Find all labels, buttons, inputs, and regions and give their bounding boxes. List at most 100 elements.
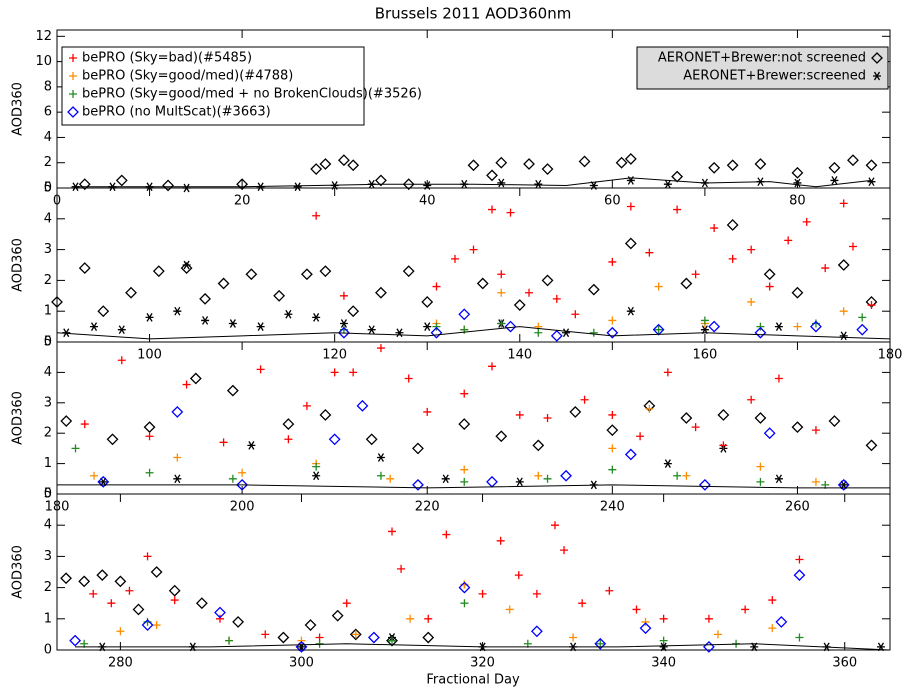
data-point bbox=[594, 637, 607, 650]
data-point bbox=[811, 477, 820, 486]
data-point bbox=[458, 418, 471, 430]
data-point bbox=[763, 427, 776, 440]
data-point bbox=[578, 599, 587, 608]
data-point bbox=[496, 536, 505, 545]
data-point bbox=[117, 325, 126, 335]
data-point bbox=[351, 630, 360, 639]
y-tick-label: 2 bbox=[44, 426, 52, 441]
data-point bbox=[284, 435, 293, 444]
data-point bbox=[145, 432, 154, 441]
data-point bbox=[562, 328, 571, 338]
data-point bbox=[830, 176, 839, 185]
data-point bbox=[277, 631, 290, 644]
data-point bbox=[839, 331, 848, 341]
data-point bbox=[774, 474, 783, 484]
data-point bbox=[791, 421, 804, 434]
data-point bbox=[654, 282, 663, 291]
data-point bbox=[273, 289, 286, 302]
y-tick-label: 2 bbox=[44, 580, 52, 595]
data-point bbox=[682, 471, 691, 480]
y-axis-title: AOD360 bbox=[11, 82, 26, 136]
y-tick-label: 0 bbox=[44, 335, 52, 350]
data-point bbox=[430, 326, 443, 339]
data-point bbox=[639, 622, 652, 635]
x-tick-label: 300 bbox=[289, 656, 314, 671]
data-point bbox=[828, 415, 841, 427]
data-point bbox=[402, 265, 415, 278]
legend-box bbox=[636, 46, 889, 90]
data-point bbox=[342, 599, 351, 608]
data-point bbox=[338, 154, 350, 167]
data-point bbox=[162, 179, 174, 192]
data-point bbox=[421, 296, 434, 308]
data-point bbox=[663, 368, 672, 377]
data-point bbox=[173, 474, 182, 484]
data-line bbox=[75, 643, 891, 651]
data-point bbox=[791, 166, 804, 179]
data-point bbox=[312, 471, 321, 481]
data-point bbox=[170, 596, 179, 605]
data-point bbox=[319, 158, 332, 170]
data-point bbox=[793, 569, 806, 582]
data-point bbox=[673, 205, 682, 214]
data-point bbox=[297, 636, 306, 645]
y-tick-label: 0 bbox=[44, 487, 52, 502]
data-point bbox=[608, 257, 617, 266]
data-point bbox=[641, 617, 650, 626]
data-point bbox=[367, 325, 376, 335]
data-point bbox=[232, 616, 245, 628]
y-tick-label: 5 bbox=[44, 487, 52, 502]
data-point bbox=[339, 291, 348, 300]
data-point bbox=[478, 589, 487, 598]
data-point bbox=[132, 603, 145, 616]
data-point bbox=[199, 292, 212, 305]
data-point bbox=[497, 270, 506, 279]
data-point bbox=[282, 418, 295, 430]
data-point bbox=[406, 614, 415, 623]
data-point bbox=[645, 248, 654, 257]
data-point bbox=[423, 407, 432, 416]
data-point bbox=[848, 242, 857, 251]
data-point bbox=[541, 274, 554, 287]
y-axis-title: AOD360 bbox=[11, 238, 26, 292]
data-point bbox=[756, 322, 765, 331]
data-point bbox=[114, 575, 127, 588]
x-tick-label: 80 bbox=[789, 194, 806, 209]
data-point bbox=[115, 174, 128, 187]
data-point bbox=[795, 633, 804, 642]
y-tick-label: 6 bbox=[44, 105, 52, 120]
data-point bbox=[214, 606, 226, 619]
data-point bbox=[775, 616, 788, 628]
data-point bbox=[60, 415, 73, 427]
data-line bbox=[75, 177, 872, 188]
data-point bbox=[606, 326, 619, 339]
data-point bbox=[624, 153, 637, 165]
data-point bbox=[458, 308, 471, 321]
data-point bbox=[78, 178, 91, 191]
data-point bbox=[145, 468, 154, 477]
data-point bbox=[388, 636, 397, 645]
data-point bbox=[671, 170, 684, 183]
data-point bbox=[837, 259, 850, 271]
data-point bbox=[284, 309, 293, 319]
data-point bbox=[107, 599, 116, 608]
data-point bbox=[90, 322, 99, 331]
data-point bbox=[615, 156, 628, 169]
data-point bbox=[236, 478, 249, 491]
legend-label: AERONET+Brewer:screened bbox=[683, 69, 866, 84]
data-point bbox=[442, 530, 451, 539]
data-point bbox=[60, 572, 72, 585]
y-tick-label: 4 bbox=[44, 211, 52, 226]
data-point bbox=[756, 462, 765, 471]
legend-label: bePRO (no MultScat)(#3663) bbox=[82, 105, 271, 120]
data-point bbox=[356, 399, 369, 412]
data-point bbox=[97, 475, 110, 488]
data-point bbox=[795, 555, 804, 564]
data-point bbox=[349, 368, 358, 377]
data-point bbox=[228, 319, 237, 328]
data-point bbox=[515, 477, 524, 487]
data-point bbox=[412, 478, 424, 491]
data-point bbox=[367, 631, 380, 644]
data-point bbox=[847, 154, 859, 167]
data-point bbox=[768, 596, 777, 605]
